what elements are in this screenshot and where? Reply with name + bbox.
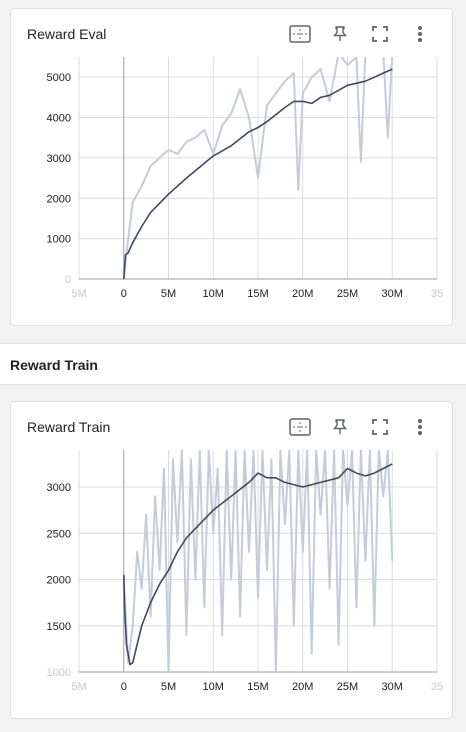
series-line-raw bbox=[122, 57, 394, 279]
x-tick-label: 30M bbox=[382, 681, 403, 693]
fullscreen-button[interactable] bbox=[360, 416, 400, 438]
x-tick-label: 20M bbox=[292, 681, 313, 693]
y-tick-label: 2000 bbox=[47, 575, 71, 587]
x-tick-label: 15M bbox=[247, 681, 268, 693]
x-tick-label: 35 bbox=[431, 288, 443, 300]
more-vert-icon bbox=[418, 419, 422, 435]
fit-domain-icon bbox=[289, 25, 311, 43]
y-tick-label: 2000 bbox=[47, 193, 71, 205]
x-tick-label: 10M bbox=[203, 288, 224, 300]
run-group-header: Reward Train bbox=[0, 343, 466, 385]
fullscreen-icon bbox=[372, 26, 388, 42]
pin-button[interactable] bbox=[320, 416, 360, 438]
x-tick-label: 5M bbox=[71, 681, 86, 693]
x-tick-label: 20M bbox=[292, 288, 313, 300]
x-tick-label: 15M bbox=[247, 288, 268, 300]
more-options-button[interactable] bbox=[400, 416, 440, 438]
more-vert-icon bbox=[418, 26, 422, 42]
y-tick-label: 4000 bbox=[47, 113, 71, 125]
x-tick-label: 25M bbox=[337, 681, 358, 693]
pin-icon bbox=[333, 26, 347, 41]
y-tick-label: 1000 bbox=[47, 234, 71, 246]
y-tick-label: 1500 bbox=[47, 621, 71, 633]
chart-card-reward-eval: Reward Eval 0 1000 2000 300 bbox=[10, 8, 453, 326]
chart-reward-train[interactable]: 1000 1500 2000 2500 3000 5M 0 5M 10M 15M 20M 25M 30M… bbox=[11, 402, 454, 720]
x-tick-label: 0 bbox=[121, 681, 127, 693]
series-line-smoothed bbox=[123, 68, 393, 279]
series-line-raw bbox=[122, 450, 394, 672]
pin-button[interactable] bbox=[320, 23, 360, 45]
fit-domain-icon bbox=[289, 418, 311, 436]
x-tick-label: 5M bbox=[71, 288, 86, 300]
x-tick-label: 25M bbox=[337, 288, 358, 300]
y-tick-label: 1000 bbox=[47, 667, 71, 679]
pin-icon bbox=[333, 419, 347, 434]
series-line-smoothed bbox=[123, 463, 393, 666]
fullscreen-icon bbox=[372, 419, 388, 435]
fit-domain-button[interactable] bbox=[280, 416, 320, 438]
y-tick-label: 3000 bbox=[47, 482, 71, 494]
chart-card-reward-train: Reward Train 1000 1500 200 bbox=[10, 401, 453, 719]
group-title: Reward Train bbox=[10, 357, 98, 373]
y-tick-label: 0 bbox=[65, 274, 71, 286]
more-options-button[interactable] bbox=[400, 23, 440, 45]
card-title: Reward Eval bbox=[27, 26, 107, 42]
y-tick-label: 5000 bbox=[47, 72, 71, 84]
x-tick-label: 10M bbox=[203, 681, 224, 693]
fullscreen-button[interactable] bbox=[360, 23, 400, 45]
card-toolbar bbox=[280, 23, 440, 45]
card-toolbar bbox=[280, 416, 440, 438]
card-title: Reward Train bbox=[27, 419, 111, 435]
y-tick-label: 2500 bbox=[47, 528, 71, 540]
y-tick-label: 3000 bbox=[47, 153, 71, 165]
x-tick-label: 5M bbox=[161, 288, 176, 300]
x-tick-label: 30M bbox=[382, 288, 403, 300]
x-tick-label: 0 bbox=[121, 288, 127, 300]
x-tick-label: 5M bbox=[161, 681, 176, 693]
x-tick-label: 35 bbox=[431, 681, 443, 693]
fit-domain-button[interactable] bbox=[280, 23, 320, 45]
